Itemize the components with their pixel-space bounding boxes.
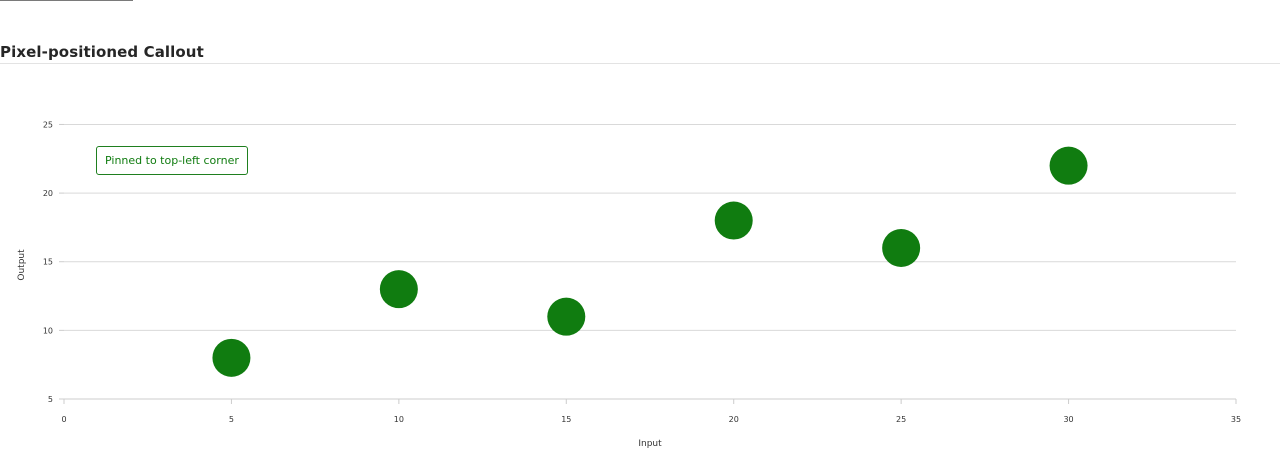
x-tick-label: 5	[229, 415, 234, 424]
y-tick-label: 15	[43, 258, 53, 267]
x-tick-label: 15	[561, 415, 571, 424]
x-axis-title: Input	[638, 439, 662, 449]
data-point	[714, 201, 753, 240]
data-point	[547, 297, 586, 336]
data-point	[379, 270, 418, 309]
points-layer	[212, 146, 1088, 377]
x-tick-label: 25	[896, 415, 906, 424]
scatter-chart: 5 10 15 20 25 0 5 10 15 20 25 30 35 Input Output	[17, 120, 1241, 449]
data-point	[1049, 146, 1088, 185]
annotation-callout: Pinned to top-left corner	[96, 146, 248, 175]
data-point	[882, 229, 921, 267]
page-title: Pixel-positioned Callout	[0, 43, 204, 61]
x-tick-label: 10	[394, 415, 404, 424]
y-tick-label: 25	[43, 120, 53, 129]
y-tick-label: 5	[48, 395, 53, 404]
x-tick-label: 30	[1063, 415, 1073, 424]
data-point	[212, 338, 251, 377]
title-divider	[0, 63, 1280, 64]
x-tick-label: 0	[61, 415, 66, 424]
y-tick-label: 20	[43, 189, 53, 198]
y-tick-label: 10	[43, 326, 53, 335]
axis-layer: 5 10 15 20 25 0 5 10 15 20 25 30 35	[43, 120, 1241, 424]
x-tick-label: 20	[729, 415, 739, 424]
y-axis-title: Output	[17, 249, 27, 281]
top-rule	[0, 0, 133, 1]
x-tick-label: 35	[1231, 415, 1241, 424]
